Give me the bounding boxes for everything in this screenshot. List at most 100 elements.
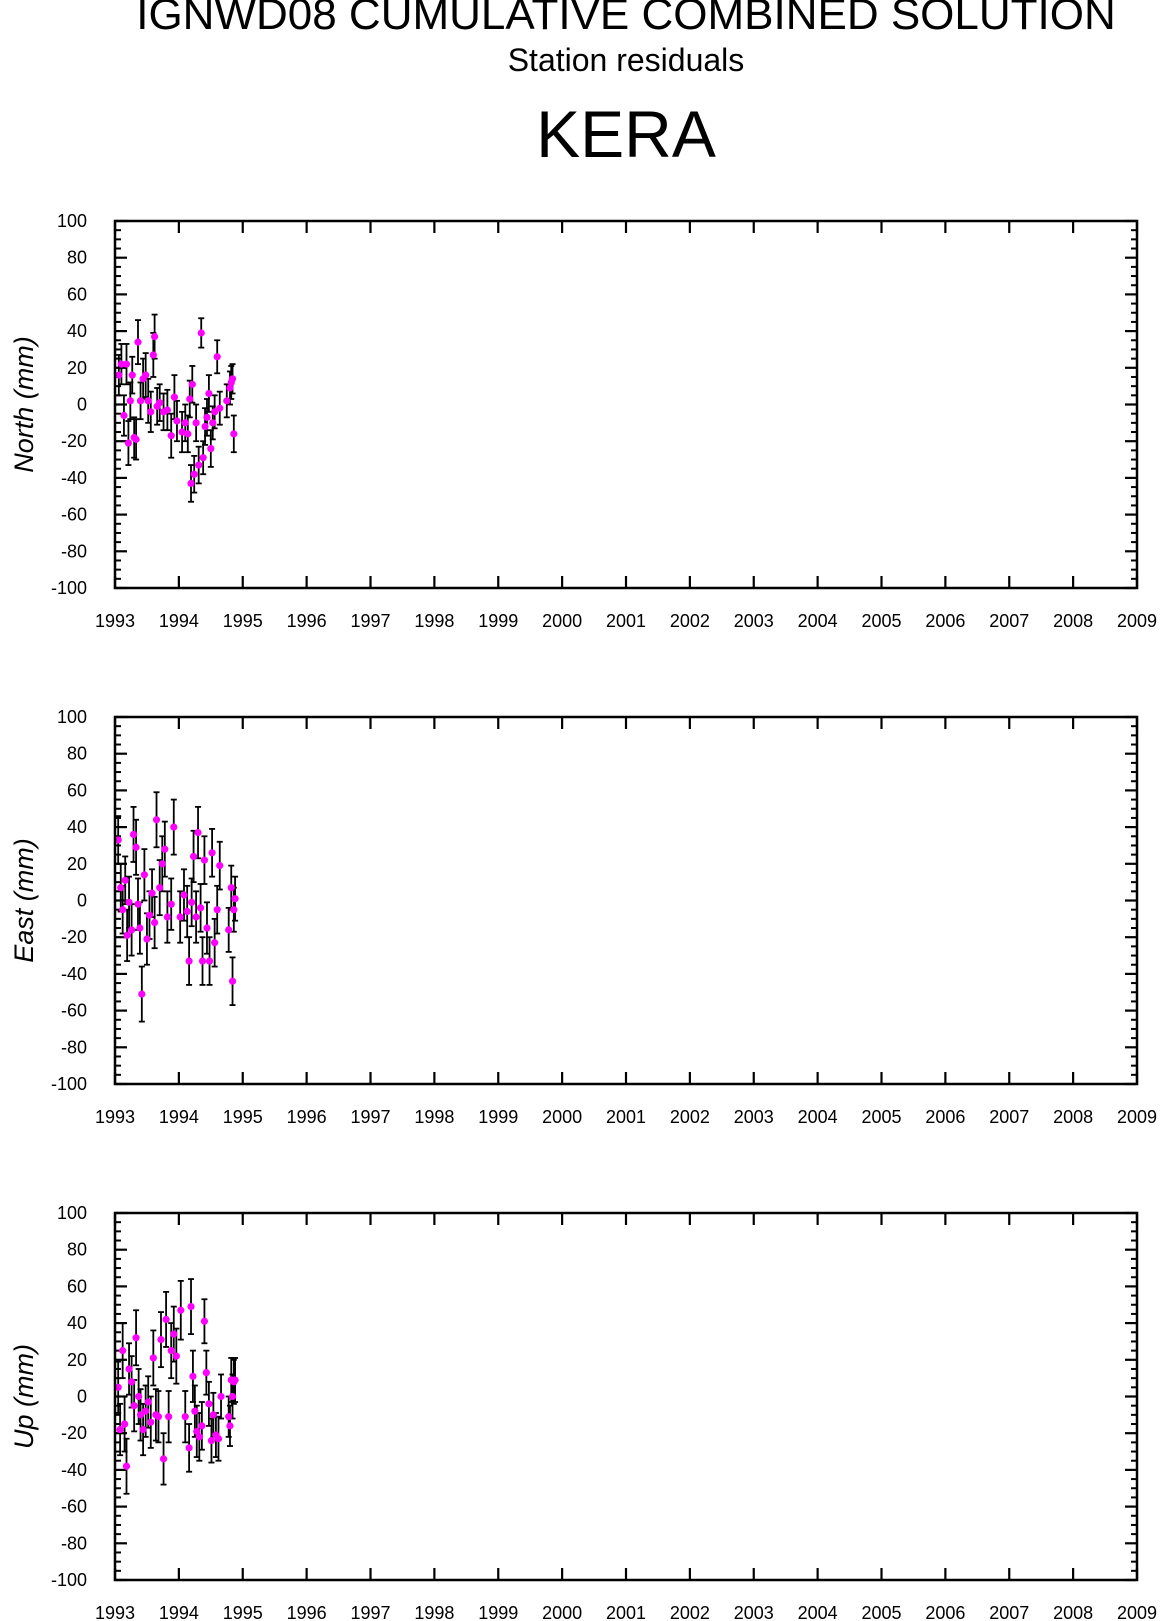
east-data-point [117, 884, 125, 892]
east-panel: 100 80 60 40 20 0 -20 -40 -60 -80 -100 1993 1994 1995… [9, 707, 1157, 1127]
east-data-point [194, 829, 202, 837]
east-x-tick-label: 1995 [223, 1107, 263, 1127]
north-data-point [132, 435, 140, 443]
north-panel: 100 80 60 40 20 0 -20 -40 -60 -80 -100 1993 1994 1995… [9, 211, 1157, 631]
north-data-point [209, 419, 217, 427]
north-x-tick-label: 2008 [1053, 611, 1093, 631]
east-data-point [200, 856, 209, 864]
north-x-tick-label: 2001 [606, 611, 646, 631]
north-data-point [192, 419, 200, 427]
up-data-point [225, 1413, 233, 1421]
east-data-point [123, 931, 131, 939]
up-data-point [207, 1436, 216, 1445]
up-x-tick-label: 1996 [287, 1603, 327, 1621]
up-x-tick-label: 2005 [861, 1603, 901, 1621]
east-x-tick-label: 2001 [606, 1107, 646, 1127]
up-data-point [116, 1425, 124, 1434]
east-data-point [129, 830, 138, 839]
north-data-point [163, 406, 171, 414]
east-y-tick-label: 60 [67, 780, 87, 800]
east-x-tick-label: 2004 [798, 1107, 838, 1127]
north-y-axis-label: North (mm) [9, 336, 39, 473]
east-x-tick-label: 2000 [542, 1107, 582, 1127]
east-x-tick-label: 2008 [1053, 1107, 1093, 1127]
north-plot-frame [113, 219, 1139, 590]
chart-subtitle: Station residuals [507, 42, 745, 78]
east-data-point [208, 849, 216, 857]
up-data-point [231, 1376, 239, 1384]
east-data-point [205, 957, 214, 965]
east-data-point [198, 957, 207, 965]
up-data-point [142, 1407, 150, 1415]
up-data-point [200, 1317, 209, 1325]
north-y-tick-label: 80 [67, 248, 87, 268]
north-data-point [124, 439, 133, 447]
east-data-point [143, 935, 151, 943]
up-data-point [191, 1407, 199, 1415]
east-data-point [132, 843, 140, 851]
north-y-tick-label: 100 [57, 211, 87, 231]
east-data-point [128, 926, 136, 934]
up-y-tick-label: -40 [61, 1460, 87, 1480]
east-data-point [192, 913, 200, 921]
east-x-tick-label: 1998 [414, 1107, 454, 1127]
east-data-point [228, 977, 237, 985]
north-x-tick-label: 2002 [670, 611, 710, 631]
up-x-tick-label: 1993 [95, 1603, 135, 1621]
north-data-point [156, 399, 164, 407]
east-x-tick-label: 2003 [734, 1107, 774, 1127]
east-x-tick-label: 1993 [95, 1107, 135, 1127]
up-data-point [187, 1302, 195, 1311]
up-y-tick-label: 100 [57, 1203, 87, 1223]
north-x-tick-label: 1998 [414, 611, 454, 631]
up-x-tick-label: 2003 [734, 1603, 774, 1621]
east-data-point [138, 990, 146, 998]
north-y-tick-label: 20 [67, 358, 87, 378]
east-y-tick-label: 80 [67, 744, 87, 764]
east-data-point [230, 906, 238, 914]
north-data-point [187, 479, 195, 488]
east-data-point [148, 889, 156, 897]
east-x-tick-label: 1999 [478, 1107, 518, 1127]
north-data-point [213, 353, 221, 361]
up-x-tick-label: 1995 [223, 1603, 263, 1621]
east-data-point [121, 876, 129, 884]
up-data-point [167, 1347, 175, 1355]
north-y-tick-label: -100 [51, 578, 87, 598]
north-data-point [142, 371, 150, 379]
up-plot-frame [113, 1211, 1139, 1582]
east-data-point [203, 924, 211, 932]
north-data-point [226, 384, 234, 392]
east-y-tick-label: -20 [61, 927, 87, 947]
east-data-point [225, 926, 233, 934]
north-data-point [181, 419, 189, 427]
east-x-tick-label: 1994 [159, 1107, 199, 1127]
north-y-tick-label: -40 [61, 468, 87, 488]
up-data-point [122, 1462, 131, 1470]
north-data-point [178, 428, 186, 436]
up-data-point [228, 1392, 237, 1401]
east-y-tick-label: 0 [77, 891, 87, 911]
up-data-point [226, 1422, 234, 1430]
east-y-tick-label: -40 [61, 964, 87, 984]
north-y-tick-label: -20 [61, 431, 87, 451]
north-data-point [134, 338, 142, 346]
east-plot-frame [113, 715, 1139, 1086]
north-y-tick-label: 0 [77, 395, 87, 415]
north-data-point [136, 397, 145, 405]
east-data-point [196, 904, 205, 912]
up-panel: 100 80 60 40 20 0 -20 -40 -60 -80 -100 1993 1994 1995… [9, 1203, 1157, 1621]
up-y-tick-label: -80 [61, 1533, 87, 1553]
east-data-point [119, 906, 127, 914]
up-data-point [170, 1330, 178, 1338]
up-data-point [172, 1352, 180, 1360]
east-data-point [136, 924, 144, 932]
up-x-tick-label: 2006 [925, 1603, 965, 1621]
up-x-tick-label: 2004 [798, 1603, 838, 1621]
north-x-tick-label: 1995 [223, 611, 263, 631]
north-data-point [195, 461, 203, 469]
east-data-point [114, 836, 122, 844]
east-data-point [211, 939, 219, 947]
up-data-point [130, 1402, 138, 1410]
